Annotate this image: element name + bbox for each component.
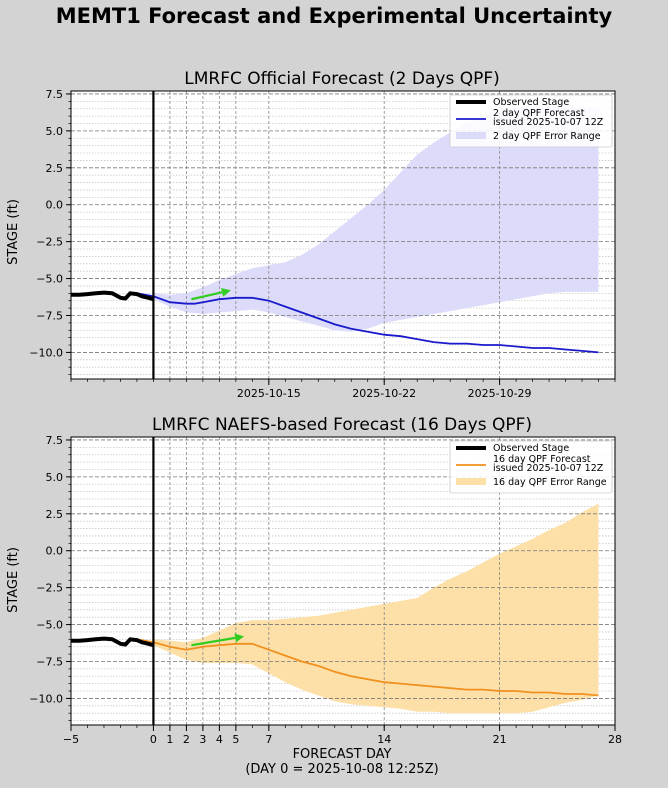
y-tick-label: 0.0 bbox=[46, 545, 64, 558]
y-tick-label: 5.0 bbox=[46, 125, 64, 138]
legend-box bbox=[449, 94, 613, 148]
y-tick-label: −5.0 bbox=[36, 273, 63, 286]
y-tick-label: 2.5 bbox=[46, 162, 64, 175]
x-tick-label: 2 bbox=[183, 733, 190, 746]
legend-swatch-error-range bbox=[456, 132, 486, 139]
legend-label-error-range: 16 day QPF Error Range bbox=[493, 477, 607, 488]
x-tick-label: 3 bbox=[199, 733, 206, 746]
observed-stage-line bbox=[71, 290, 154, 302]
axes-frame bbox=[70, 436, 616, 726]
forecast-line bbox=[136, 292, 599, 354]
x-axis-label-day0: (DAY 0 = 2025-10-08 12:25Z) bbox=[245, 762, 438, 777]
error-range-band bbox=[153, 107, 599, 332]
x-tick-label: 21 bbox=[493, 733, 507, 746]
observed-stage-line bbox=[71, 636, 154, 648]
panel-naefs-forecast: 7.5 5.0 2.5 0.0 −2.5 −5.0 −7.5 −10.0 −5 0 1 2 3 4 5 7 14… bbox=[6, 415, 622, 777]
trend-arrow-shaft bbox=[191, 291, 223, 301]
y-tick-label: 5.0 bbox=[46, 471, 64, 484]
x-tick-label: 14 bbox=[377, 733, 391, 746]
figure-title: MEMT1 Forecast and Experimental Uncertai… bbox=[55, 4, 613, 28]
chart-title-naefs: LMRFC NAEFS-based Forecast (16 Days QPF) bbox=[152, 415, 532, 435]
x-tick-label: 0 bbox=[150, 733, 157, 746]
legend-label-observed: Observed Stage bbox=[493, 443, 569, 454]
trend-arrow-head bbox=[221, 287, 231, 297]
y-tick-label: −2.5 bbox=[36, 582, 63, 595]
legend-label-observed: Observed Stage bbox=[493, 97, 569, 108]
y-tick-label: −2.5 bbox=[36, 236, 63, 249]
error-range-band bbox=[153, 503, 599, 714]
forecast-line bbox=[136, 638, 599, 697]
x-tick-label: −5 bbox=[63, 733, 79, 746]
trend-arrow-head bbox=[234, 633, 245, 643]
x-tick-label: 2025-10-22 bbox=[352, 387, 416, 400]
y-tick-label: −10.0 bbox=[29, 346, 63, 359]
chart-title-official: LMRFC Official Forecast (2 Days QPF) bbox=[184, 69, 500, 89]
legend-label-error-range: 2 day QPF Error Range bbox=[493, 131, 601, 142]
y-tick-label: −10.0 bbox=[29, 692, 63, 705]
x-tick-label: 2025-10-29 bbox=[468, 387, 532, 400]
legend-box bbox=[449, 440, 613, 494]
y-tick-label: −5.0 bbox=[36, 619, 63, 632]
x-tick-label: 5 bbox=[232, 733, 239, 746]
x-axis-label: FORECAST DAY bbox=[293, 747, 392, 762]
x-tick-label: 28 bbox=[608, 733, 622, 746]
y-tick-label: 7.5 bbox=[46, 88, 64, 101]
axes-frame bbox=[70, 90, 616, 380]
y-tick-label: −7.5 bbox=[36, 655, 63, 668]
x-tick-label: 1 bbox=[166, 733, 173, 746]
y-tick-label: 0.0 bbox=[46, 199, 64, 212]
legend-swatch-error-range bbox=[456, 478, 486, 485]
trend-arrow-shaft bbox=[191, 636, 236, 647]
x-tick-label: 2025-10-15 bbox=[237, 387, 301, 400]
legend-label-forecast-issued: issued 2025-10-07 12Z bbox=[493, 117, 604, 128]
legend-label-forecast: 2 day QPF Forecast bbox=[493, 108, 585, 119]
x-tick-label: 7 bbox=[265, 733, 272, 746]
legend-label-forecast-issued: issued 2025-10-07 12Z bbox=[493, 463, 604, 474]
y-tick-label: 7.5 bbox=[46, 434, 64, 447]
y-axis-label-official: STAGE (ft) bbox=[6, 199, 21, 265]
x-tick-label: 4 bbox=[216, 733, 223, 746]
y-tick-label: −7.5 bbox=[36, 309, 63, 322]
y-axis-label-naefs: STAGE (ft) bbox=[6, 547, 21, 613]
legend-label-forecast: 16 day QPF Forecast bbox=[493, 454, 591, 465]
y-tick-label: 2.5 bbox=[46, 508, 64, 521]
panel-official-forecast: 7.5 5.0 2.5 0.0 −2.5 −5.0 −7.5 −10.0 2025-10-15 2… bbox=[6, 69, 616, 400]
